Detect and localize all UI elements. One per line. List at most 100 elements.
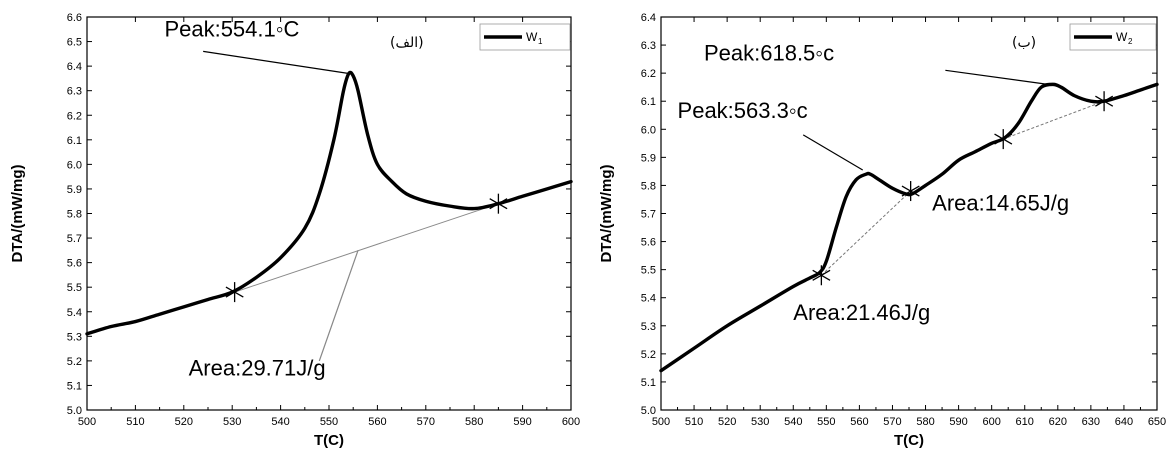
x-tick-label: 570 bbox=[417, 416, 435, 428]
y-tick-label: 5.8 bbox=[641, 180, 656, 192]
legend-subscript: 2 bbox=[1128, 37, 1133, 46]
star-marker-stroke bbox=[1095, 95, 1114, 107]
star-marker-stroke bbox=[225, 286, 244, 298]
x-tick-label: 520 bbox=[175, 416, 193, 428]
y-tick-label: 5.0 bbox=[67, 405, 82, 417]
annotation-label: Peak:554.1◦C bbox=[164, 17, 299, 42]
y-tick-label: 5.4 bbox=[67, 307, 82, 319]
x-tick-label: 570 bbox=[883, 416, 901, 428]
x-tick-label: 510 bbox=[126, 416, 144, 428]
x-tick-label: 650 bbox=[1148, 416, 1166, 428]
x-tick-label: 640 bbox=[1115, 416, 1133, 428]
x-tick-label: 560 bbox=[368, 416, 386, 428]
x-tick-label: 580 bbox=[465, 416, 483, 428]
star-marker bbox=[901, 181, 920, 202]
star-marker bbox=[812, 265, 831, 286]
annotation-leader-line bbox=[203, 50, 349, 75]
y-tick-label: 6.1 bbox=[67, 135, 82, 147]
y-tick-label: 5.1 bbox=[67, 380, 82, 392]
y-tick-label: 6.1 bbox=[641, 96, 656, 108]
x-tick-label: 630 bbox=[1082, 416, 1100, 428]
x-tick-label: 540 bbox=[784, 416, 802, 428]
x-axis-label: T(C) bbox=[894, 432, 924, 449]
legend-label: W bbox=[526, 30, 538, 44]
y-tick-label: 5.5 bbox=[67, 282, 82, 294]
star-marker-stroke bbox=[994, 133, 1013, 145]
chart-panel-w1: 500 510 520 530 540 550 560 570 580 590 600 5.0 5.1 5… bbox=[9, 12, 580, 449]
x-tick-label: 620 bbox=[1049, 416, 1067, 428]
panel-tag: (ب) bbox=[1012, 35, 1036, 51]
legend-subscript: 1 bbox=[538, 37, 543, 46]
star-marker bbox=[994, 129, 1013, 150]
y-tick-label: 5.3 bbox=[67, 331, 82, 343]
x-tick-label: 590 bbox=[513, 416, 531, 428]
annotation-label: Area:29.71J/g bbox=[189, 356, 326, 381]
y-tick-label: 5.5 bbox=[641, 265, 656, 277]
star-marker-stroke bbox=[901, 185, 920, 197]
y-tick-label: 6.6 bbox=[67, 12, 82, 24]
plot-frame bbox=[660, 16, 1158, 411]
annotation-leader-line bbox=[802, 134, 864, 171]
star-marker bbox=[1095, 91, 1114, 112]
y-tick-label: 5.9 bbox=[67, 184, 82, 196]
x-tick-label: 510 bbox=[685, 416, 703, 428]
x-tick-label: 590 bbox=[949, 416, 967, 428]
x-tick-label: 500 bbox=[78, 416, 96, 428]
star-marker bbox=[489, 193, 508, 214]
star-marker-stroke bbox=[812, 269, 831, 281]
annotation-label: Area:14.65J/g bbox=[932, 191, 1069, 216]
y-axis-label: DTA/(mW/mg) bbox=[598, 164, 615, 262]
y-tick-label: 6.3 bbox=[641, 40, 656, 52]
annotation-label: Area:21.46J/g bbox=[793, 300, 930, 325]
integration-baseline bbox=[821, 190, 911, 276]
y-tick-label: 6.0 bbox=[641, 124, 656, 136]
y-tick-label: 5.2 bbox=[67, 356, 82, 368]
y-tick-label: 5.0 bbox=[641, 405, 656, 417]
y-tick-label: 5.3 bbox=[641, 321, 656, 333]
y-tick-label: 5.4 bbox=[641, 293, 656, 305]
y-tick-label: 6.3 bbox=[67, 86, 82, 98]
y-tick-label: 6.5 bbox=[67, 37, 82, 49]
x-tick-label: 550 bbox=[320, 416, 338, 428]
y-tick-label: 5.1 bbox=[641, 377, 656, 389]
y-tick-label: 5.6 bbox=[67, 258, 82, 270]
star-marker-stroke bbox=[489, 198, 508, 210]
annotation-leader-line bbox=[318, 250, 359, 362]
y-tick-label: 5.2 bbox=[641, 349, 656, 361]
y-axis-label: DTA/(mW/mg) bbox=[9, 164, 26, 262]
panel-tag: (الف) bbox=[390, 35, 424, 51]
y-tick-label: 6.0 bbox=[67, 159, 82, 171]
x-axis-label: T(C) bbox=[314, 432, 344, 449]
legend-label: W bbox=[1116, 30, 1128, 44]
integration-baseline bbox=[234, 203, 499, 293]
y-tick-label: 6.4 bbox=[641, 12, 656, 24]
y-tick-label: 5.7 bbox=[67, 233, 82, 245]
y-tick-label: 5.9 bbox=[641, 152, 656, 164]
y-tick-label: 6.2 bbox=[641, 68, 656, 80]
x-tick-label: 530 bbox=[751, 416, 769, 428]
annotation-label: Peak:618.5◦c bbox=[704, 41, 834, 66]
integration-baseline bbox=[1003, 100, 1105, 140]
x-tick-label: 600 bbox=[562, 416, 580, 428]
x-tick-label: 530 bbox=[223, 416, 241, 428]
y-tick-label: 5.7 bbox=[641, 209, 656, 221]
x-tick-label: 540 bbox=[271, 416, 289, 428]
chart-panel-w2: 500 510 520 530 540 550 560 570 580 590 600 610 620 6… bbox=[598, 12, 1166, 449]
x-tick-label: 580 bbox=[916, 416, 934, 428]
x-tick-label: 500 bbox=[652, 416, 670, 428]
annotation-label: Peak:563.3◦c bbox=[678, 98, 808, 123]
y-tick-label: 6.4 bbox=[67, 61, 82, 73]
series-line-w2 bbox=[659, 82, 1159, 373]
x-tick-label: 600 bbox=[982, 416, 1000, 428]
y-tick-label: 5.6 bbox=[641, 237, 656, 249]
y-tick-label: 5.8 bbox=[67, 209, 82, 221]
x-tick-label: 520 bbox=[718, 416, 736, 428]
x-tick-label: 550 bbox=[817, 416, 835, 428]
x-tick-label: 610 bbox=[1016, 416, 1034, 428]
x-tick-label: 560 bbox=[850, 416, 868, 428]
star-marker bbox=[225, 282, 244, 303]
y-tick-label: 6.2 bbox=[67, 110, 82, 122]
